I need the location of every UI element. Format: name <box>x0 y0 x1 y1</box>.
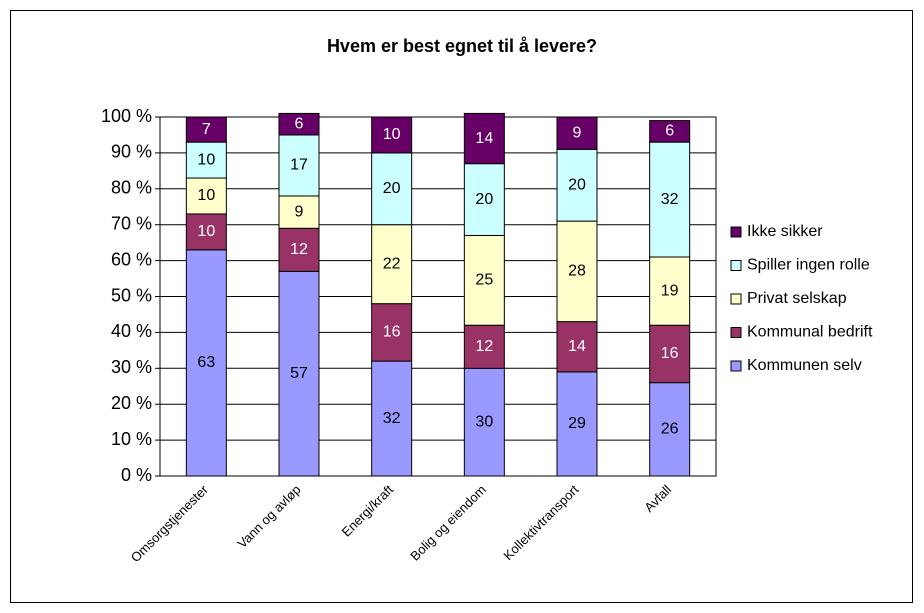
bar-segment <box>649 120 691 143</box>
y-tick-label: 30 % <box>111 357 152 377</box>
data-label: 16 <box>383 324 401 341</box>
data-label: 32 <box>383 410 401 427</box>
legend-label: Spiller ingen rolle <box>747 257 870 274</box>
bar-segment <box>185 116 227 143</box>
bar-segment <box>556 148 598 222</box>
data-label: 9 <box>573 124 582 141</box>
y-tick-label: 60 % <box>111 249 152 269</box>
bar-segment <box>649 141 691 258</box>
y-tick-label: 70 % <box>111 213 152 233</box>
bar-segment <box>371 303 413 362</box>
bar-segment <box>463 163 505 236</box>
bar-segment <box>278 134 320 197</box>
data-label: 19 <box>661 282 679 299</box>
bar-segment <box>371 152 413 226</box>
bar-segment <box>278 112 320 136</box>
bar-segment <box>278 195 320 229</box>
legend-swatch <box>730 260 742 271</box>
y-tick-label: 10 % <box>111 429 152 449</box>
bar-segment <box>556 116 598 150</box>
legend-swatch <box>730 293 742 305</box>
data-label: 30 <box>475 413 493 430</box>
data-label: 14 <box>568 338 586 355</box>
data-label: 9 <box>295 203 304 220</box>
y-tick-label: 80 % <box>111 178 152 198</box>
y-tick-label: 100 % <box>101 106 152 126</box>
data-label: 20 <box>475 191 493 208</box>
legend-swatch <box>730 327 742 338</box>
data-label: 12 <box>290 241 308 258</box>
bar-segment <box>185 249 227 477</box>
bar-segment <box>278 227 320 272</box>
y-tick-label: 20 % <box>111 393 152 413</box>
bar-segment <box>556 371 598 477</box>
data-label: 7 <box>202 121 211 138</box>
data-label: 14 <box>475 130 493 147</box>
bar-segment <box>278 270 320 477</box>
data-label: 20 <box>383 180 401 197</box>
data-label: 28 <box>568 263 586 280</box>
legend-swatch <box>730 226 742 238</box>
data-label: 16 <box>661 345 679 362</box>
bar-segment <box>463 112 505 165</box>
data-label: 10 <box>197 151 215 168</box>
bar-segment <box>371 224 413 305</box>
bar-segment <box>371 360 413 477</box>
data-label: 12 <box>475 338 493 355</box>
bar-segment <box>371 116 413 154</box>
bar-segment <box>463 367 505 477</box>
data-label: 32 <box>661 191 679 208</box>
data-label: 29 <box>568 415 586 432</box>
bar-segment <box>556 321 598 373</box>
bar-segment <box>649 256 691 326</box>
data-label: 63 <box>197 354 215 371</box>
y-tick-label: 50 % <box>111 285 152 305</box>
data-label: 22 <box>383 255 401 272</box>
bar-segment <box>463 324 505 369</box>
legend-swatch <box>730 360 742 372</box>
data-label: 57 <box>290 365 308 382</box>
bar-segment <box>463 234 505 326</box>
data-label: 26 <box>661 421 679 438</box>
data-label: 10 <box>197 187 215 204</box>
y-tick-label: 40 % <box>111 321 152 341</box>
data-label: 10 <box>383 126 401 143</box>
y-tick-label: 90 % <box>111 142 152 162</box>
chart-title: Hvem er best egnet til å levere? <box>327 36 597 56</box>
data-label: 25 <box>475 272 493 289</box>
data-label: 17 <box>290 157 308 174</box>
legend-label: Privat selskap <box>747 290 847 307</box>
legend-label: Ikke sikker <box>747 223 823 240</box>
data-label: 20 <box>568 176 586 193</box>
bar-segment <box>185 141 227 179</box>
data-label: 6 <box>295 115 304 132</box>
data-label: 10 <box>197 223 215 240</box>
legend-label: Kommunal bedrift <box>747 324 873 341</box>
bar-segment <box>185 177 227 215</box>
y-tick-label: 0 % <box>121 465 152 485</box>
legend-label: Kommunen selv <box>747 357 862 374</box>
data-label: 6 <box>665 123 674 140</box>
